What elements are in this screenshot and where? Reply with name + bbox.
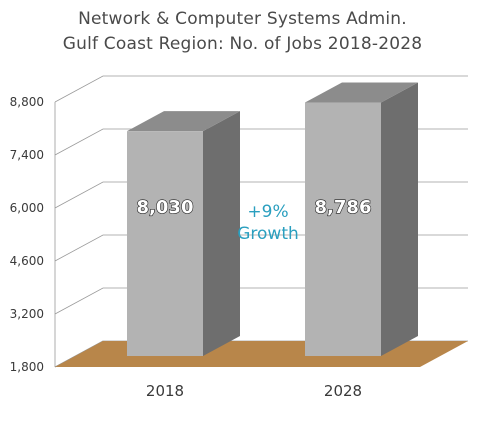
- labels: 1,800 3,200 4,600 6,000 7,400 8,800 8,030 2018 8…: [10, 95, 372, 400]
- y-tick-label: 3,200: [10, 307, 44, 321]
- data-label: 8,786: [315, 197, 372, 218]
- growth-annotation: Growth: [237, 224, 299, 244]
- y-tick-label: 6,000: [10, 201, 44, 215]
- growth-annotation: +9%: [247, 202, 288, 222]
- y-tick-label: 1,800: [10, 360, 44, 374]
- bar: [305, 102, 381, 356]
- bar-side: [203, 111, 240, 357]
- data-label: 8,030: [137, 197, 194, 218]
- chart-subtitle: Gulf Coast Region: No. of Jobs 2018-2028: [62, 34, 423, 54]
- chart-title: Network & Computer Systems Admin.: [78, 9, 407, 29]
- floor: [55, 341, 468, 367]
- y-tick-label: 4,600: [10, 254, 44, 268]
- bar-top: [305, 82, 418, 103]
- bar: [127, 131, 203, 356]
- x-tick-label: 2018: [146, 382, 184, 400]
- y-tick-label: 8,800: [10, 95, 44, 109]
- bar-side: [381, 82, 418, 356]
- gridline: [54, 75, 468, 103]
- bars: [127, 82, 418, 357]
- x-tick-label: 2028: [324, 382, 362, 400]
- chart-floor: [55, 341, 468, 367]
- bar-top: [127, 111, 240, 132]
- y-tick-label: 7,400: [10, 148, 44, 162]
